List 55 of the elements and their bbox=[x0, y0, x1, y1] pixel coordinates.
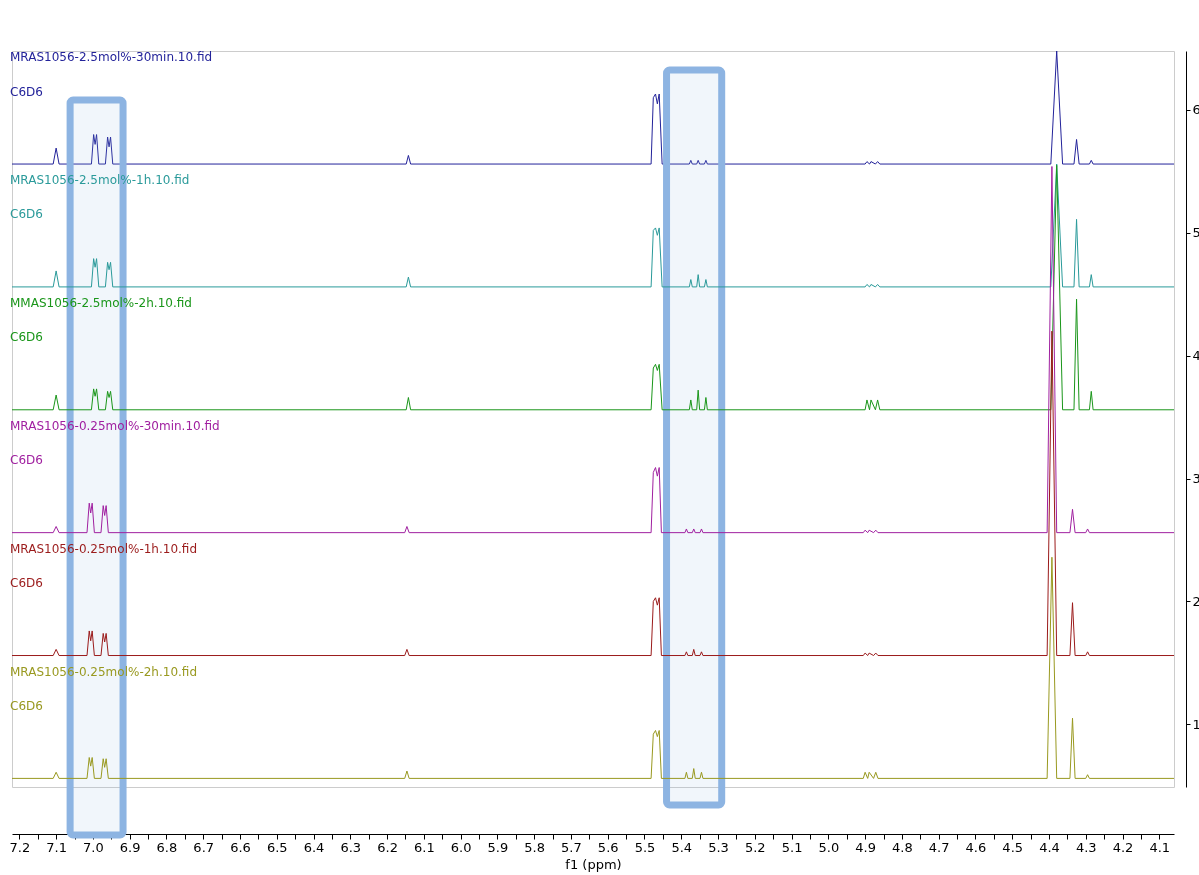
x-tick-label: 4.2 bbox=[1112, 839, 1134, 855]
x-tick-label: 5.4 bbox=[671, 839, 693, 855]
annotation: C6D6 bbox=[10, 576, 43, 591]
x-tick-label: 6.4 bbox=[303, 839, 325, 855]
text: MMAS1056-2.5mol%-2h.10.fid bbox=[10, 295, 192, 310]
x-tick-label: 7.0 bbox=[83, 839, 104, 855]
x-tick-label: 6.9 bbox=[119, 839, 141, 855]
line-series bbox=[12, 166, 1174, 534]
x-tick-label: 5.5 bbox=[634, 839, 656, 855]
x-tick-label: 6.3 bbox=[340, 839, 362, 855]
x-tick-label: 6.1 bbox=[414, 839, 435, 855]
x-tick-label: 4.8 bbox=[892, 839, 913, 855]
x-tick-label: 5.9 bbox=[487, 839, 509, 855]
annotation: C6D6 bbox=[10, 453, 43, 468]
x-tick-label: 5.3 bbox=[708, 839, 729, 855]
x-tick-label: 4.6 bbox=[965, 839, 987, 855]
text: MRAS1056-2.5mol%-30min.10.fid bbox=[10, 50, 213, 65]
x-tick-label: 4.7 bbox=[928, 839, 950, 855]
line-series bbox=[12, 164, 1174, 411]
y-tick-label: 3 bbox=[1192, 471, 1199, 487]
line-series bbox=[12, 556, 1174, 779]
text: MRAS1056-0.25mol%-2h.10.fid bbox=[10, 664, 198, 679]
x-tick-label: 5.1 bbox=[781, 839, 803, 855]
text: MRAS1056-0.25mol%-1h.10.fid bbox=[10, 541, 198, 556]
x-tick-label: 4.9 bbox=[855, 839, 876, 855]
annotation: C6D6 bbox=[10, 84, 43, 99]
x-tick-label: 5.6 bbox=[597, 839, 619, 855]
text: MRAS1056-2.5mol%-1h.10.fid bbox=[10, 173, 190, 188]
annotation: C6D6 bbox=[10, 330, 43, 345]
x-tick-label: 6.8 bbox=[156, 839, 178, 855]
annotation: C6D6 bbox=[10, 207, 43, 222]
x-tick-label: 6.7 bbox=[193, 839, 215, 855]
x-tick-label: 4.4 bbox=[1039, 839, 1060, 855]
x-tick-label: 7.2 bbox=[9, 839, 31, 855]
y-tick-label: 2 bbox=[1192, 593, 1199, 609]
x-tick-label: 4.1 bbox=[1149, 839, 1171, 855]
x-tick-label: 4.5 bbox=[1002, 839, 1024, 855]
x-tick-label: 6.0 bbox=[450, 839, 472, 855]
line-series bbox=[12, 163, 1174, 288]
x-tick-label: 7.1 bbox=[46, 839, 67, 855]
x-tick-label: 5.8 bbox=[524, 839, 546, 855]
x-axis-title: f1 (ppm) bbox=[565, 856, 622, 872]
x-tick-label: 6.5 bbox=[266, 839, 288, 855]
x-tick-label: 4.3 bbox=[1075, 839, 1097, 855]
x-tick-label: 6.2 bbox=[377, 839, 398, 855]
annotation: C6D6 bbox=[10, 698, 43, 713]
y-tick-label: 5 bbox=[1192, 225, 1199, 241]
line-series bbox=[12, 330, 1174, 657]
x-tick-label: 5.0 bbox=[818, 839, 840, 855]
x-tick-label: 6.6 bbox=[230, 839, 251, 855]
text: MRAS1056-0.25mol%-30min.10.fid bbox=[10, 418, 220, 433]
y-tick-label: 1 bbox=[1192, 716, 1199, 732]
x-tick-label: 5.7 bbox=[561, 839, 582, 855]
x-tick-label: 5.2 bbox=[744, 839, 766, 855]
line-series bbox=[12, 51, 1174, 165]
